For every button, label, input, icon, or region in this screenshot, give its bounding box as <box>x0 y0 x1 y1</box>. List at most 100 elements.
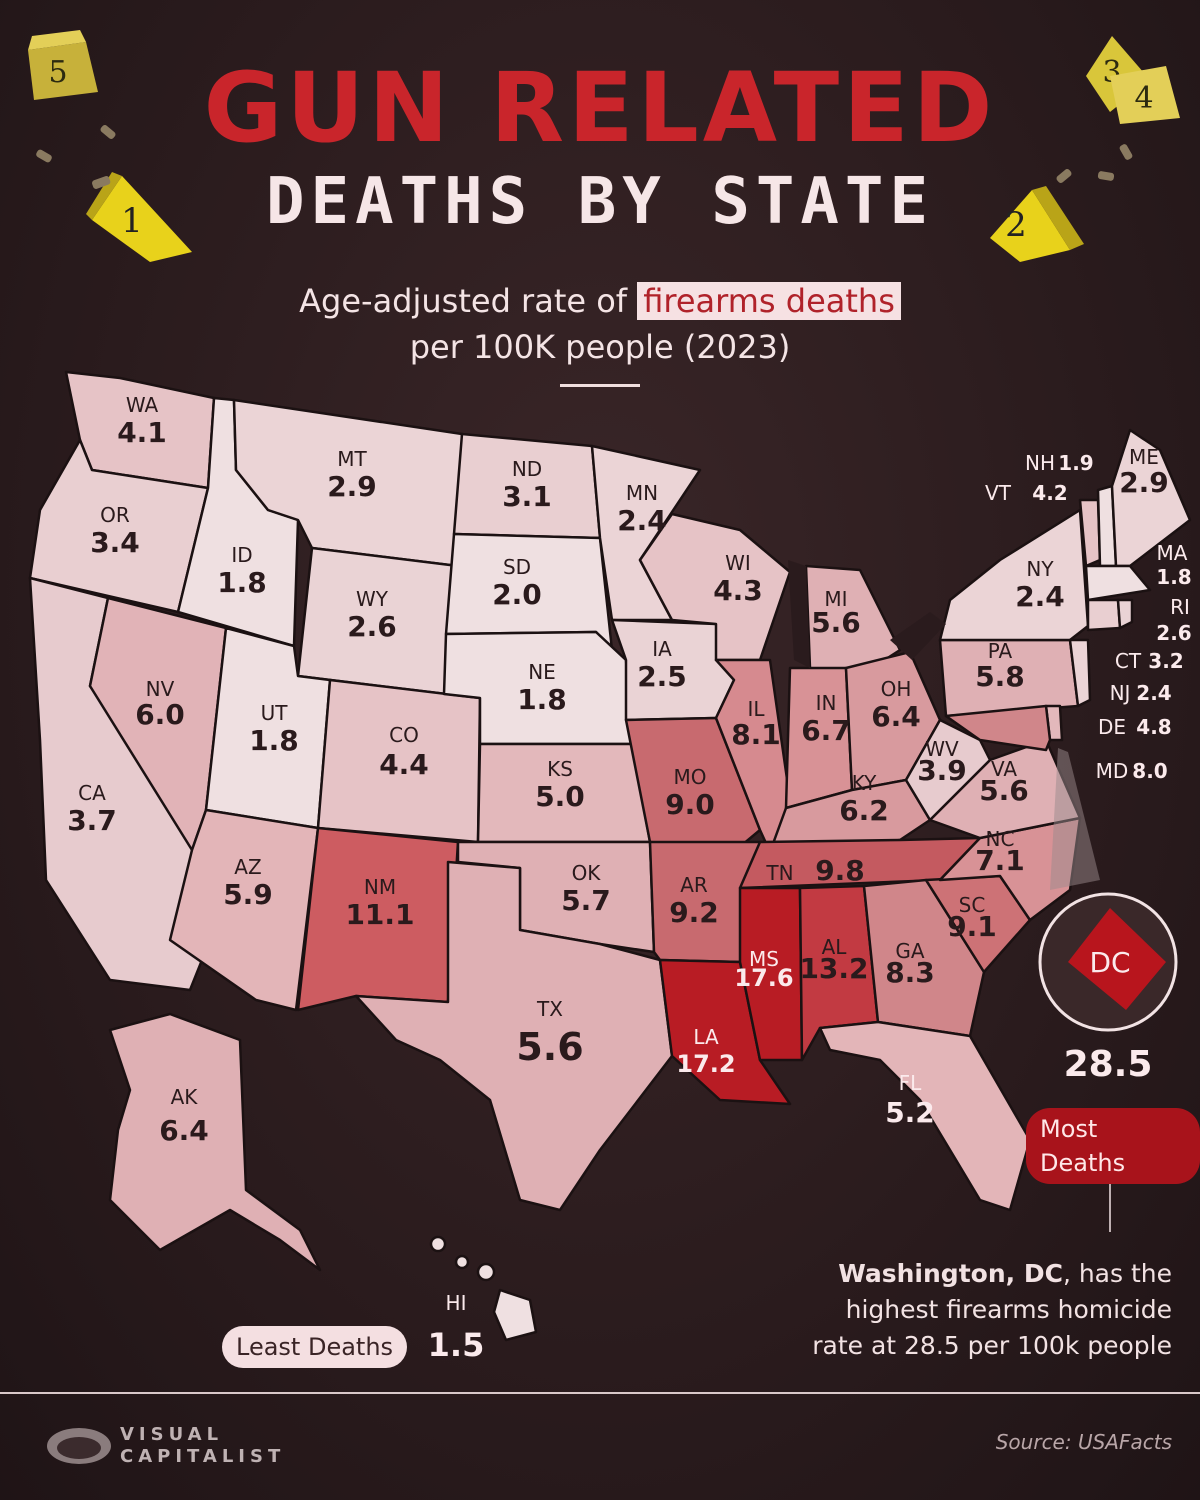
state-code-MO: MO <box>674 765 707 789</box>
state-value-DE: 4.8 <box>1136 715 1171 739</box>
state-MS[interactable] <box>738 886 804 1062</box>
state-code-NV: NV <box>146 677 175 701</box>
source-credit: Source: USAFacts <box>995 1430 1172 1454</box>
evidence-marker-4: 4 <box>1110 66 1180 124</box>
state-code-AR: AR <box>680 873 708 897</box>
state-WV[interactable] <box>904 718 992 822</box>
state-value-TX: 5.6 <box>516 1025 583 1069</box>
state-value-PA: 5.8 <box>975 660 1025 693</box>
state-code-WI: WI <box>725 551 751 575</box>
decoration-layer: 5 1 2 3 4 <box>28 30 1180 262</box>
state-value-MO: 9.0 <box>665 788 715 821</box>
state-code-PA: PA <box>988 639 1013 663</box>
state-value-MS: 17.6 <box>734 964 793 992</box>
state-code-NJ: NJ <box>1110 681 1131 705</box>
state-code-NH: NH <box>1025 451 1055 475</box>
most-deaths-badge: Most Deaths <box>1026 1108 1200 1184</box>
state-code-ME: ME <box>1129 445 1159 469</box>
state-value-MN: 2.4 <box>617 504 667 537</box>
state-HI[interactable] <box>429 1235 538 1342</box>
state-code-TX: TX <box>536 997 563 1021</box>
state-code-AZ: AZ <box>234 855 261 879</box>
state-code-FL: FL <box>899 1071 923 1095</box>
state-code-TN: TN <box>765 861 793 885</box>
title-secondary: DEATHS BY STATE <box>266 165 934 239</box>
state-code-DE: DE <box>1098 715 1126 739</box>
state-value-WY: 2.6 <box>347 610 397 643</box>
state-MD[interactable] <box>944 704 1052 752</box>
state-value-ME: 2.9 <box>1119 466 1169 499</box>
state-value-GA: 8.3 <box>885 956 935 989</box>
marker-number: 5 <box>48 55 67 90</box>
state-value-MI: 5.6 <box>811 606 861 639</box>
state-code-AK: AK <box>171 1085 199 1109</box>
state-code-KY: KY <box>852 771 877 795</box>
state-code-OK: OK <box>572 861 602 885</box>
state-value-VT: 4.2 <box>1032 481 1067 505</box>
state-code-KS: KS <box>547 757 573 781</box>
great-lakes <box>788 560 946 668</box>
hi-value: 1.5 <box>428 1326 485 1364</box>
divider <box>560 384 640 387</box>
state-code-ID: ID <box>231 543 252 567</box>
state-RI[interactable] <box>1116 598 1134 630</box>
state-value-TN: 9.8 <box>815 854 865 887</box>
state-GA[interactable] <box>862 878 986 1038</box>
state-NY[interactable] <box>938 508 1090 642</box>
state-code-IN: IN <box>816 691 837 715</box>
state-TX[interactable] <box>354 860 674 1212</box>
subtitle: Age-adjusted rate of firearms deaths per… <box>0 278 1200 370</box>
state-value-KS: 5.0 <box>535 780 585 813</box>
state-code-NC: NC <box>986 827 1015 851</box>
state-value-CO: 4.4 <box>379 748 429 781</box>
state-code-WY: WY <box>356 587 389 611</box>
state-code-RI: RI <box>1170 595 1190 619</box>
dc-callout: DC 28.5 <box>1038 748 1178 1232</box>
state-value-WA: 4.1 <box>117 416 167 449</box>
state-value-IN: 6.7 <box>801 714 851 747</box>
state-CT[interactable] <box>1086 598 1122 632</box>
state-value-OR: 3.4 <box>90 526 140 559</box>
state-MA[interactable] <box>1084 564 1152 602</box>
footer-divider <box>0 1392 1200 1394</box>
state-AK[interactable] <box>108 1012 322 1272</box>
state-code-MD: MD <box>1096 759 1129 783</box>
state-value-MT: 2.9 <box>327 470 377 503</box>
dc-code: DC <box>1089 946 1130 979</box>
state-value-SC: 9.1 <box>947 910 997 943</box>
state-value-IA: 2.5 <box>637 660 687 693</box>
marker-number: 2 <box>1005 205 1027 245</box>
state-code-UT: UT <box>261 701 289 725</box>
state-code-SC: SC <box>959 893 986 917</box>
state-value-VA: 5.6 <box>979 774 1029 807</box>
state-value-MA: 1.8 <box>1156 565 1191 589</box>
brand-line-1: VISUAL <box>120 1424 224 1445</box>
shell-casings <box>36 125 1133 189</box>
state-code-CA: CA <box>78 781 106 805</box>
state-code-MT: MT <box>337 447 367 471</box>
state-code-MA: MA <box>1157 541 1188 565</box>
state-value-AL: 13.2 <box>799 952 868 985</box>
state-value-NV: 6.0 <box>135 698 185 731</box>
least-deaths-badge: Least Deaths <box>222 1326 408 1368</box>
title-main: GUN RELATED <box>203 52 997 164</box>
state-value-NJ: 2.4 <box>1136 681 1171 705</box>
brand-line-2: CAPITALIST <box>120 1446 286 1467</box>
state-value-OK: 5.7 <box>561 884 611 917</box>
state-code-ND: ND <box>512 457 542 481</box>
state-value-NM: 11.1 <box>345 898 414 931</box>
subtitle-highlight: firearms deaths <box>637 282 901 320</box>
state-code-MN: MN <box>626 481 658 505</box>
state-value-NY: 2.4 <box>1015 580 1065 613</box>
state-value-UT: 1.8 <box>249 724 299 757</box>
state-NJ[interactable] <box>1068 638 1092 708</box>
marker-number: 4 <box>1134 81 1153 116</box>
state-code-OR: OR <box>100 503 130 527</box>
state-FL[interactable] <box>818 1020 1032 1212</box>
state-value-WI: 4.3 <box>713 574 763 607</box>
state-code-VT: VT <box>985 481 1012 505</box>
state-MO[interactable] <box>624 716 762 852</box>
state-code-WA: WA <box>126 393 159 417</box>
